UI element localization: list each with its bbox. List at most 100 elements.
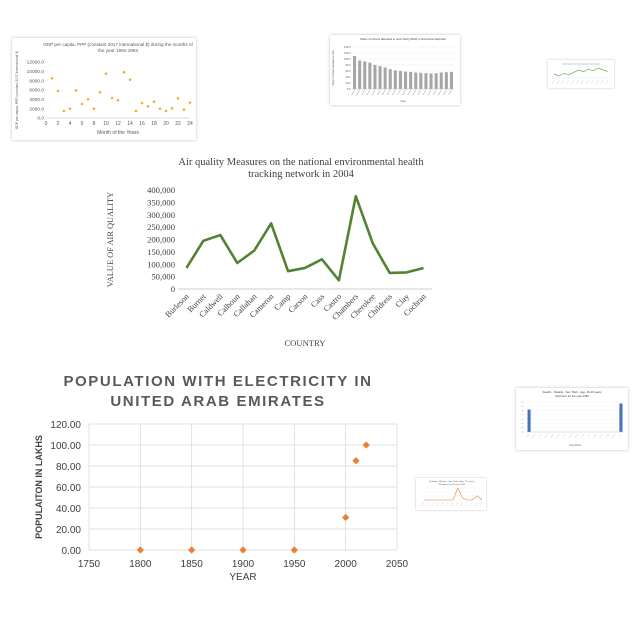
food-share-bar-chart: Share of current allocated to food (GHQ …	[330, 35, 460, 105]
deaths-x-tick-label	[599, 433, 603, 439]
gdp-y-tick-label: 8000.0	[29, 78, 44, 84]
food-y-tick-label: 20.0	[345, 81, 351, 85]
air-title-line-2: tracking network in 2004	[248, 169, 355, 180]
deaths-x-tick-label	[581, 433, 585, 439]
food-y-tick-label: 140.0	[344, 45, 351, 49]
gdp-x-tick-label: 8	[93, 121, 96, 127]
air-y-tick-label: 150,000	[147, 247, 175, 257]
air-y-tick-label: 0	[171, 284, 175, 294]
gdp-data-point	[50, 76, 54, 80]
deaths-bar	[619, 403, 623, 432]
food-x-tick-label	[366, 89, 371, 96]
food-bar	[409, 71, 413, 89]
air-x-tick-label: Carson	[287, 292, 310, 315]
elec-y-tick-label: 80.00	[56, 462, 81, 473]
deaths-x-tick-label	[574, 433, 579, 439]
food-y-tick-label: 40.0	[345, 75, 351, 79]
small-x-tick-label	[470, 501, 473, 507]
food-x-tick-label	[376, 89, 381, 96]
gdp-x-axis-label: Month of the Years	[97, 130, 139, 136]
tiny-x-tick-label	[600, 79, 604, 85]
tiny-x-tick-label	[581, 79, 584, 85]
small-title-line-1: Number - Malaria - Sex: Both - Age: 70+ …	[430, 480, 476, 483]
small-x-tick-label	[465, 501, 468, 507]
small-x-tick-label	[475, 501, 478, 507]
gdp-data-point	[98, 90, 102, 94]
small-x-tick-label	[446, 501, 449, 507]
gdp-data-point	[152, 100, 156, 104]
elec-title-line-1: POPULATION WITH ELECTRICITY IN	[63, 373, 372, 390]
food-bar	[373, 65, 377, 89]
gdp-x-tick-label: 0	[45, 121, 48, 127]
gdp-y-tick-label: 0.0	[37, 116, 44, 122]
gdp-chart-svg: GDP per capita, PPP (constant 2017 inter…	[15, 42, 193, 136]
elec-x-tick-label: 2050	[386, 559, 408, 570]
air-y-tick-label: 300,000	[147, 210, 175, 220]
deaths-x-tick-label	[532, 433, 536, 439]
gdp-y-tick-label: 12000.0	[27, 60, 45, 66]
food-bar	[383, 67, 387, 89]
food-y-tick-label: 100.0	[344, 57, 351, 61]
elec-data-point	[136, 546, 144, 554]
food-x-tick-label	[381, 89, 386, 96]
food-x-tick-label	[356, 89, 360, 96]
tiny-x-tick-label	[576, 79, 579, 85]
food-title: Share of current allocated to food (GHQ …	[360, 37, 447, 41]
food-bar	[439, 72, 443, 89]
food-y-tick-label: 80.0	[345, 63, 351, 67]
elec-chart-svg: POPULATION WITH ELECTRICITY IN UNITED ARA…	[34, 373, 408, 583]
tiny-chart-svg	[551, 63, 609, 85]
gdp-x-tick-label: 22	[175, 121, 181, 127]
elec-x-tick-label: 1900	[232, 559, 255, 570]
gdp-data-point	[74, 88, 78, 93]
gdp-x-tick-label: 16	[139, 121, 145, 127]
gdp-data-point	[128, 78, 132, 82]
elec-x-tick-label: 1950	[283, 559, 306, 570]
food-bar	[429, 73, 433, 89]
food-bar	[358, 60, 362, 89]
air-y-axis-label: VALUE OF AIR QUALITY	[106, 192, 115, 287]
air-title-line-1: Air quality Measures on the national env…	[178, 157, 424, 168]
food-y-tick-label: 60.0	[345, 69, 351, 73]
deaths-x-tick-label	[587, 433, 591, 439]
gdp-data-point	[122, 70, 126, 74]
elec-data-point	[290, 546, 298, 554]
tiny-x-tick-label	[551, 79, 555, 85]
gdp-data-point	[104, 72, 108, 76]
food-x-tick-label	[412, 89, 416, 96]
deaths-x-tick-label	[544, 433, 548, 439]
gdp-scatter-chart: GDP per capita, PPP (constant 2017 inter…	[12, 38, 196, 140]
food-x-tick-label	[427, 89, 432, 96]
elec-x-tick-label: 1850	[181, 559, 204, 570]
food-bar	[363, 61, 367, 89]
gdp-y-tick-label: 2000.0	[29, 106, 44, 112]
food-x-tick-label	[392, 89, 396, 96]
gdp-x-tick-label: 6	[81, 121, 84, 127]
small-x-tick-label	[455, 501, 458, 507]
gdp-data-point	[188, 101, 192, 105]
gdp-data-point	[92, 107, 96, 111]
deaths-x-tick-label	[617, 433, 622, 439]
gdp-data-point	[68, 107, 72, 111]
food-x-tick-label	[448, 89, 452, 96]
air-quality-line-chart: Air quality Measures on the national env…	[96, 150, 440, 355]
malaria-small-line-chart: Number - Malaria - Sex: Both - Age: 70+ …	[416, 478, 486, 510]
gdp-y-tick-label: 10000.0	[27, 69, 45, 75]
small-x-tick-label	[436, 501, 439, 507]
elec-x-axis-label: YEAR	[229, 572, 256, 583]
food-x-axis-label: Year	[400, 99, 406, 103]
food-bar	[393, 70, 397, 89]
gdp-x-tick-label: 24	[187, 121, 193, 127]
gdp-x-tick-label: 18	[151, 121, 157, 127]
elec-y-tick-label: 100.00	[50, 441, 81, 452]
gdp-data-point	[146, 104, 150, 108]
food-x-tick-label	[361, 89, 365, 96]
tiny-x-tick-label	[605, 79, 609, 85]
deaths-x-tick-label	[556, 433, 560, 439]
food-y-tick-label: 120.0	[344, 51, 351, 55]
elec-y-axis-label: POPULAITON IN LAKHS	[34, 435, 44, 539]
gdp-data-point	[56, 89, 60, 93]
gdp-data-point	[110, 96, 114, 100]
elec-x-tick-label: 2000	[335, 559, 358, 570]
deaths-x-tick-label	[611, 433, 615, 439]
